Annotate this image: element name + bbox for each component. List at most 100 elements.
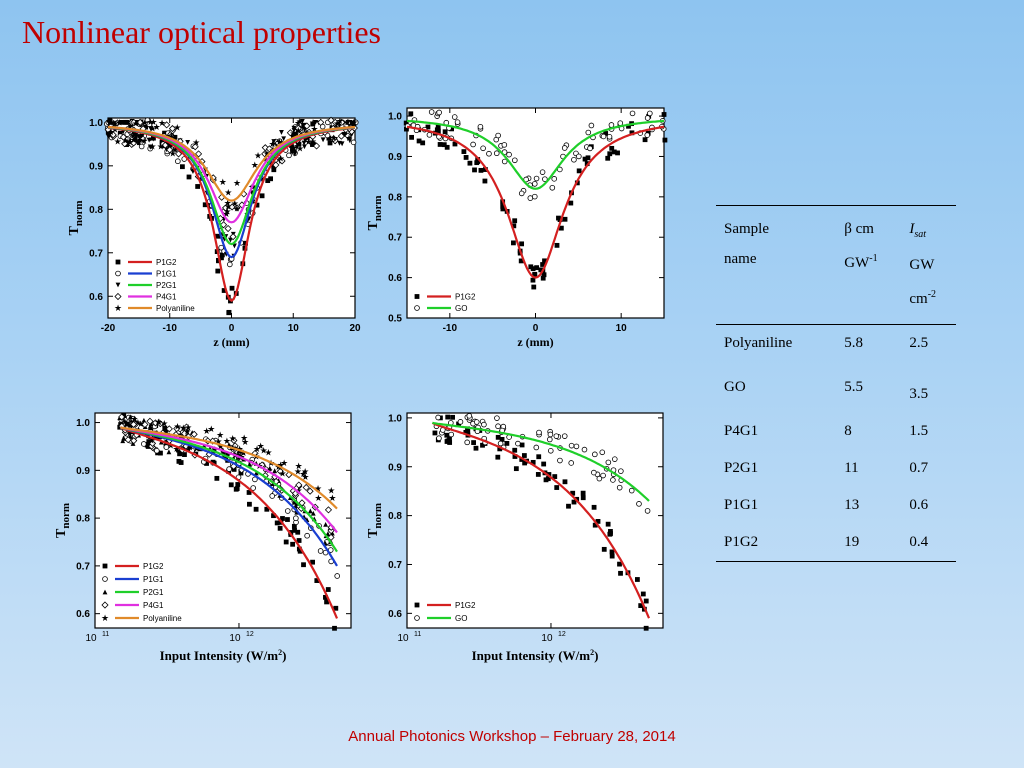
data-point-polyaniline: ★ — [296, 117, 304, 127]
data-point-p1g2 — [607, 151, 613, 157]
data-point-p1g2 — [332, 625, 337, 631]
data-point-p1g2 — [473, 445, 479, 451]
y-tick-label: 0.7 — [89, 248, 103, 259]
data-point-go — [557, 457, 563, 464]
data-point-p1g2 — [465, 426, 470, 432]
data-point-polyaniline: ★ — [233, 178, 241, 188]
y-tick-label: 1.0 — [388, 413, 402, 424]
data-point-p1g2 — [497, 446, 503, 452]
data-point-p1g2 — [215, 268, 221, 274]
data-point-polyaniline: ★ — [314, 493, 322, 503]
data-point-p2g1 — [323, 521, 329, 527]
y-tick-label: 0.7 — [388, 560, 402, 571]
data-point-polyaniline: ★ — [129, 131, 137, 141]
data-point-go — [547, 431, 554, 438]
data-point-go — [539, 169, 546, 175]
data-point-p4g1 — [136, 118, 144, 126]
data-point-p2g1 — [147, 423, 153, 429]
x-tick-exponent: 12 — [246, 631, 254, 638]
data-point-p1g2 — [541, 461, 547, 467]
data-point-polyaniline: ★ — [121, 417, 129, 427]
data-point-go — [599, 449, 606, 456]
data-point-go — [448, 431, 455, 438]
legend-label-p1g2: P1G2 — [455, 601, 476, 610]
x-tick-label: 10 — [397, 633, 409, 644]
legend-marker-polyaniline: ★ — [101, 613, 109, 623]
data-point-p1g2 — [511, 240, 516, 246]
data-point-p1g2 — [566, 503, 571, 509]
data-point-p1g2 — [461, 149, 467, 154]
data-point-go — [435, 414, 441, 421]
data-point-p1g2 — [642, 137, 648, 143]
data-point-p2g1 — [345, 119, 351, 125]
data-point-go — [644, 115, 651, 121]
data-point-polyaniline: ★ — [327, 486, 335, 496]
data-point-polyaniline: ★ — [186, 443, 194, 453]
data-point-p4g1 — [265, 145, 273, 153]
data-point-go — [494, 415, 500, 421]
data-point-go — [587, 145, 593, 152]
data-point-p1g2 — [204, 461, 209, 466]
data-point-polyaniline: ★ — [173, 421, 181, 431]
legend-label-p1g1: P1G1 — [143, 575, 164, 584]
data-point-polyaniline: ★ — [275, 137, 283, 147]
y-tick-label: 0.8 — [89, 205, 103, 216]
data-point-go — [486, 150, 492, 157]
data-point-p1g2 — [634, 577, 640, 582]
data-point-p2g1 — [302, 144, 307, 150]
data-point-polyaniline: ★ — [173, 123, 181, 133]
data-point-p1g2 — [536, 454, 542, 460]
data-point-p1g2 — [444, 144, 450, 150]
legend-label-go: GO — [455, 304, 467, 313]
data-point-p1g2 — [243, 240, 248, 246]
data-point-p1g2 — [231, 467, 237, 472]
data-point-go — [497, 440, 504, 447]
data-point-polyaniline: ★ — [130, 414, 138, 424]
data-point-p1g2 — [310, 559, 315, 565]
x-tick-exponent: 11 — [102, 631, 109, 638]
data-point-p1g2 — [177, 451, 182, 457]
data-point-p1g2 — [450, 414, 455, 420]
data-point-p1g2 — [246, 490, 252, 495]
y-tick-label: 0.5 — [388, 314, 402, 325]
legend-marker-p1g2 — [414, 602, 420, 608]
data-point-p2g1 — [148, 126, 154, 131]
y-axis-label: Tnorm — [366, 503, 384, 538]
data-point-p2g1 — [341, 132, 347, 138]
data-point-polyaniline: ★ — [167, 132, 175, 142]
data-point-p4g1 — [286, 129, 294, 137]
data-point-p4g1 — [278, 157, 286, 165]
data-point-p1g2 — [437, 142, 443, 147]
data-point-p1g2 — [629, 130, 635, 136]
data-point-p1g2 — [254, 202, 260, 208]
data-point-p1g2 — [472, 167, 477, 173]
data-point-p1g2 — [540, 262, 546, 267]
data-point-go — [512, 157, 518, 164]
data-point-p1g2 — [591, 504, 597, 510]
data-point-polyaniline: ★ — [157, 142, 165, 152]
data-point-p1g2 — [535, 472, 541, 477]
data-point-p4g1 — [272, 161, 280, 169]
data-point-go — [636, 501, 642, 507]
data-point-go — [571, 156, 577, 163]
legend-label-p4g1: P4G1 — [143, 601, 164, 610]
data-point-p1g2 — [268, 176, 274, 182]
data-point-polyaniline: ★ — [144, 431, 152, 441]
data-point-p1g2 — [172, 134, 178, 140]
data-point-polyaniline: ★ — [122, 135, 130, 145]
data-point-p1g2 — [605, 521, 611, 527]
data-point-p1g2 — [595, 519, 601, 524]
data-point-go — [464, 439, 470, 446]
data-point-go — [454, 119, 461, 125]
data-point-p1g2 — [543, 477, 549, 483]
data-point-p4g1 — [130, 437, 138, 445]
legend-label-p4g1: P4G1 — [156, 293, 177, 302]
data-point-p2g1 — [301, 140, 307, 146]
data-point-go — [561, 145, 568, 151]
data-point-p2g1 — [185, 140, 191, 145]
data-point-polyaniline: ★ — [239, 448, 247, 458]
data-point-p2g1 — [134, 134, 140, 140]
data-point-p4g1 — [173, 425, 181, 433]
data-point-p1g2 — [582, 156, 588, 162]
chart-zscan-samples: ★ ★ ★ ★ ★ ★ ★ ★ ★ ★ ★ ★ ★ ★ ★ ★ ★ ★ ★ ★ ★ ★ ★ ★ ★ ★ ★ ★ ★ ★ ★ ★ ★ ★ ★ ★ ★ ★ ★ ★… — [60, 100, 370, 355]
